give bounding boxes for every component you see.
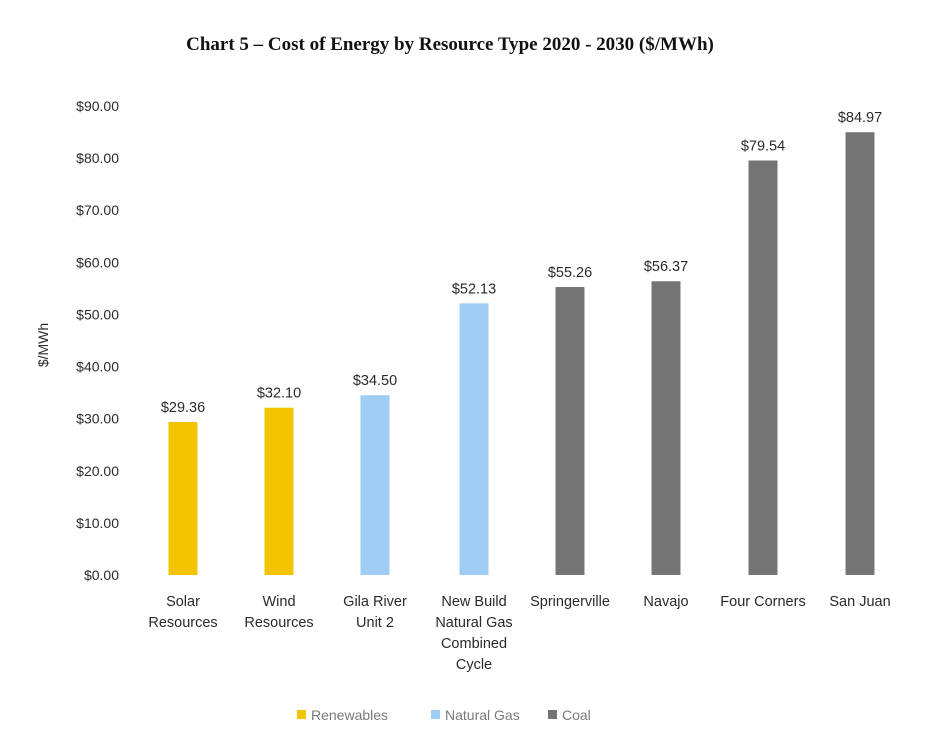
legend-swatch [297,710,306,719]
y-tick-label: $60.00 [76,254,119,270]
legend-swatch [431,710,440,719]
x-tick-label: Resources [244,615,313,631]
x-tick-label: San Juan [829,594,890,610]
data-label: $55.26 [548,265,592,281]
x-tick-label: Unit 2 [356,615,394,631]
y-tick-label: $20.00 [76,463,119,479]
x-tick-label: Navajo [643,594,688,610]
bars-group [168,132,875,575]
x-tick-label: Cycle [456,657,492,673]
y-axis-ticks: $0.00 $10.00 $20.00 $30.00 $40.00 $50.00 $60.0… [76,98,119,583]
bar [360,395,390,575]
data-label: $52.13 [452,281,496,297]
data-label: $56.37 [644,259,688,275]
chart-title: Chart 5 – Cost of Energy by Resource Typ… [186,34,714,55]
data-label: $84.97 [838,110,882,126]
y-tick-label: $50.00 [76,306,119,322]
y-tick-label: $80.00 [76,150,119,166]
y-tick-label: $30.00 [76,411,119,427]
bar [748,160,778,575]
legend: Renewables Natural Gas Coal [297,707,591,723]
data-label: $32.10 [257,386,301,402]
x-tick-label: Combined [441,636,507,652]
x-tick-label: Natural Gas [435,615,512,631]
bar [264,407,294,575]
bar [845,132,875,575]
x-tick-label: New Build [441,594,506,610]
x-tick-label: Resources [148,615,217,631]
x-tick-label: Gila River [343,594,407,610]
x-tick-label: Solar [166,594,200,610]
y-tick-label: $40.00 [76,359,119,375]
data-label: $29.36 [161,400,205,416]
y-tick-label: $90.00 [76,98,119,114]
value-labels-group: $29.36 $32.10 $34.50 $52.13 $55.26 $56.37 $79.… [161,110,882,416]
legend-swatch [548,710,557,719]
x-axis-labels-group: Solar Resources Wind Resources Gila River Uni… [148,594,890,673]
x-tick-label: Springerville [530,594,610,610]
y-axis-title: $/MWh [35,323,51,367]
legend-label: Coal [562,707,591,723]
x-tick-label: Four Corners [720,594,805,610]
bar [651,281,681,575]
data-label: $34.50 [353,373,397,389]
bar [555,287,585,575]
bar [168,422,198,575]
data-label: $79.54 [741,139,785,155]
legend-label: Natural Gas [445,707,520,723]
bar [459,303,489,575]
y-tick-label: $0.00 [84,567,119,583]
y-tick-label: $70.00 [76,202,119,218]
legend-label: Renewables [311,707,388,723]
x-tick-label: Wind [262,594,295,610]
y-tick-label: $10.00 [76,515,119,531]
